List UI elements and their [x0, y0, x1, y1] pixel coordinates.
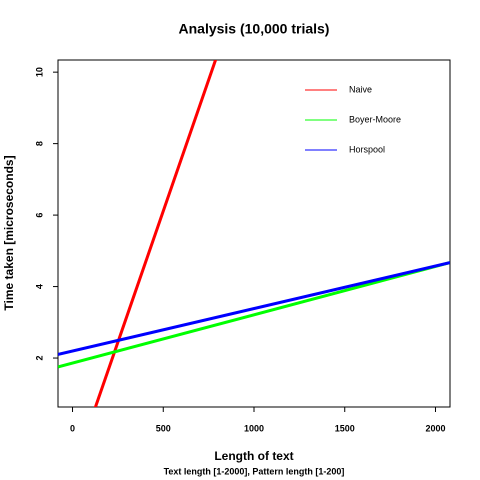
- y-tick-label: 4: [34, 284, 44, 289]
- plot-frame: [57, 59, 451, 408]
- series-line: [58, 261, 450, 356]
- x-tick-label: 0: [70, 423, 75, 433]
- legend-label: Boyer-Moore: [349, 114, 401, 124]
- x-tick-label: 2000: [425, 423, 445, 433]
- subtitle: Text length [1-2000], Pattern length [1-…: [164, 466, 345, 476]
- legend-label: Naive: [349, 84, 372, 94]
- chart-title: Analysis (10,000 trials): [179, 21, 330, 37]
- y-tick-label: 2: [34, 356, 44, 361]
- x-axis-label: Length of text: [214, 449, 293, 463]
- series-line: [93, 60, 218, 407]
- plot-lines: [58, 60, 450, 407]
- x-tick-label: 1500: [335, 423, 355, 433]
- y-tick-label: 6: [34, 213, 44, 218]
- y-tick-label: 8: [34, 141, 44, 146]
- y-tick-label: 10: [34, 67, 44, 77]
- legend-label: Horspool: [349, 144, 385, 154]
- series-line: [58, 261, 450, 369]
- y-axis-label: Time taken [microseconds]: [2, 155, 16, 310]
- x-tick-label: 1000: [244, 423, 264, 433]
- x-tick-label: 500: [156, 423, 171, 433]
